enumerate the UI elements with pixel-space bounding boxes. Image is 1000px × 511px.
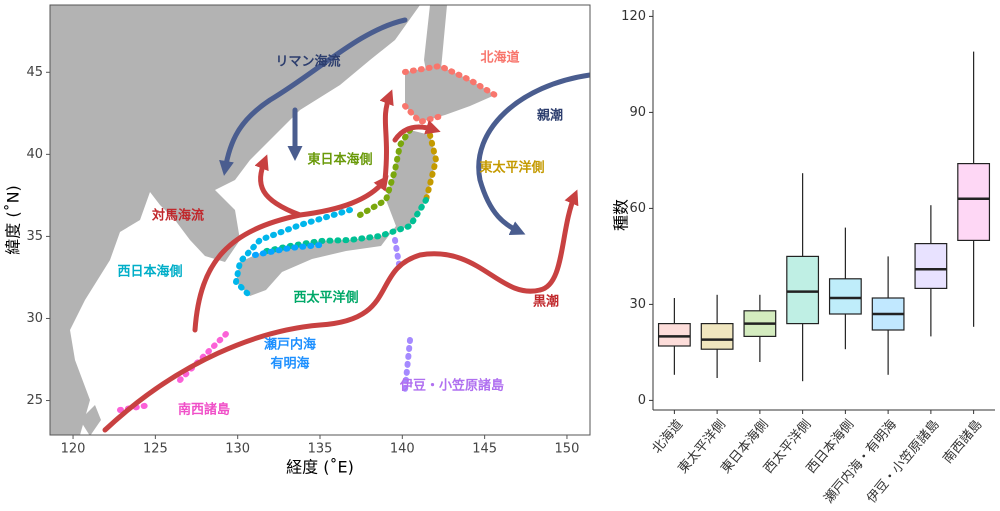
annotation: 親潮: [537, 108, 563, 124]
y-tick-label: 30: [26, 311, 43, 326]
y-tick-label: 120: [621, 9, 646, 24]
y-axis-title: 緯度 (˚N): [4, 185, 23, 255]
annotation: 南西諸島: [178, 402, 230, 418]
y-tick-label: 45: [26, 65, 43, 80]
x-axis-title: 経度 (˚E): [286, 458, 354, 477]
annotation: 黒潮: [533, 294, 559, 310]
y-tick-label: 25: [26, 393, 43, 408]
box: [657, 323, 691, 347]
box: [957, 163, 991, 242]
map-layer: リマン海流 親潮 対馬海流 黒潮 北海道 東日本海側 東太平洋側 西日本海側 西…: [50, 5, 590, 435]
annotation: 瀬戸内海: [264, 337, 316, 353]
x-tick-label: 130: [225, 442, 250, 457]
annotation: 伊豆・小笠原諸島: [399, 378, 504, 394]
y-tick-label: 35: [26, 229, 43, 244]
y-tick-label: 40: [26, 147, 43, 162]
x-tick-label: 140: [390, 442, 415, 457]
x-tick-label: 120: [61, 442, 86, 457]
x-tick-label: 瀬戸内海・有明海: [821, 417, 900, 507]
x-tick-label: 135: [308, 442, 333, 457]
annotation: 対馬海流: [151, 208, 204, 224]
y-tick-label: 30: [629, 297, 646, 312]
annotation: 東日本海側: [307, 152, 372, 168]
annotation: 東太平洋側: [479, 160, 544, 176]
box: [914, 243, 948, 290]
x-tick-label: 伊豆・小笠原諸島: [864, 417, 943, 507]
annotation: 北海道: [480, 50, 519, 66]
x-tick-label: 150: [555, 442, 580, 457]
annotation: 西日本海側: [117, 264, 182, 280]
x-tick-label: 南西諸島: [940, 417, 986, 467]
box: [700, 323, 734, 350]
annotation: 有明海: [270, 356, 309, 372]
y-tick-label: 0: [638, 393, 646, 408]
y-axis-title: 種数: [612, 199, 631, 231]
x-tick-label: 145: [472, 442, 497, 457]
box: [828, 278, 862, 315]
box: [786, 255, 820, 325]
annotation: 西太平洋側: [293, 290, 358, 306]
y-tick-label: 60: [629, 201, 646, 216]
x-tick-label: 北海道: [650, 417, 687, 457]
y-tick-label: 90: [629, 105, 646, 120]
x-tick-label: 125: [143, 442, 168, 457]
annotation: リマン海流: [275, 54, 340, 70]
